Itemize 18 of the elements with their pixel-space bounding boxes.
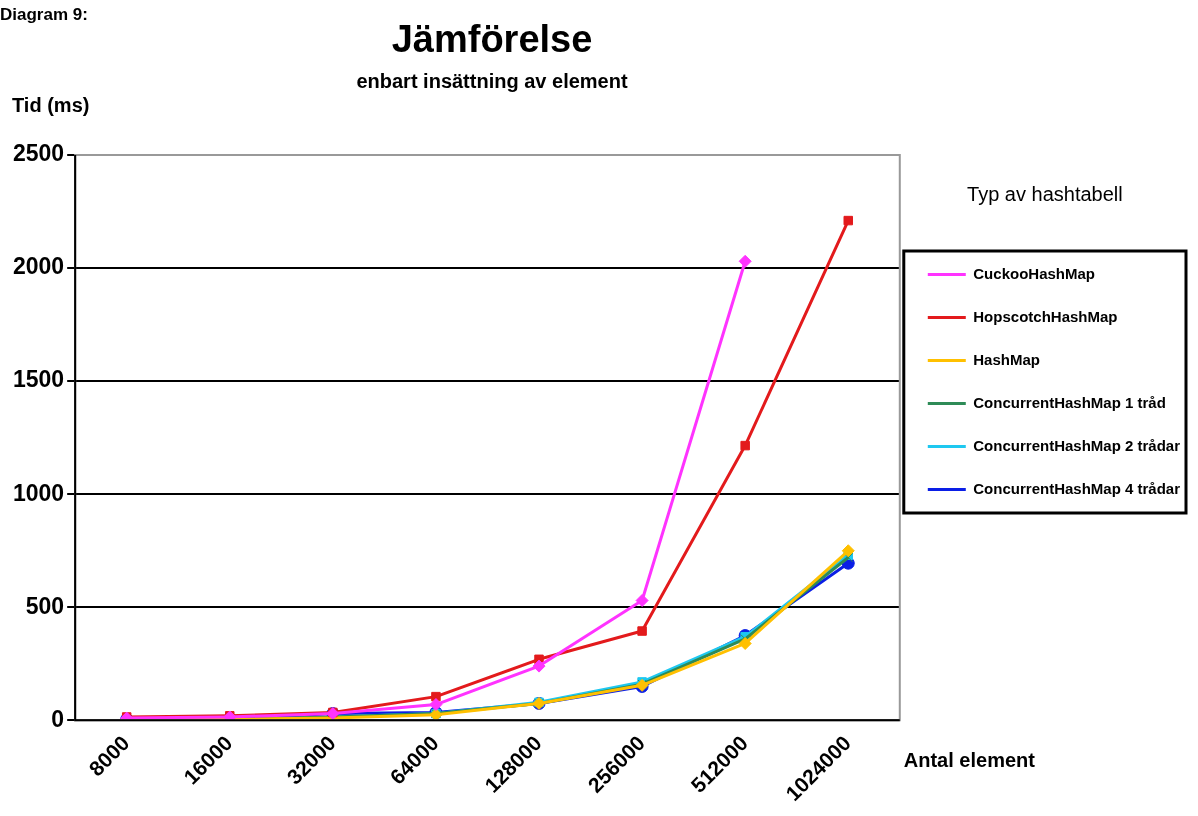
y-tick-label: 500: [25, 592, 65, 619]
chart-title: Jämförelse: [391, 18, 593, 60]
y-tick-label: 1500: [12, 366, 65, 393]
legend-label: ConcurrentHashMap 2 trådar: [973, 436, 1181, 454]
y-tick-label: 2500: [12, 140, 65, 167]
x-axis-title: Antal element: [903, 749, 1036, 771]
text: Diagram 9:: [0, 5, 88, 24]
legend-label: HopscotchHashMap: [973, 307, 1118, 325]
y-tick-label: 1000: [12, 479, 65, 506]
legend-title: Typ av hashtabell: [967, 182, 1123, 205]
legend-label: HashMap: [973, 350, 1040, 368]
legend-label: CuckooHashMap: [973, 264, 1095, 282]
y-tick-label: 2000: [12, 253, 65, 280]
y-tick-label: 0: [51, 705, 65, 732]
y-axis-title: Tid (ms): [12, 94, 90, 116]
legend-label: ConcurrentHashMap 1 tråd: [973, 393, 1166, 411]
chart-subtitle: enbart insättning av element: [356, 70, 628, 92]
legend-label: ConcurrentHashMap 4 trådar: [973, 479, 1181, 497]
